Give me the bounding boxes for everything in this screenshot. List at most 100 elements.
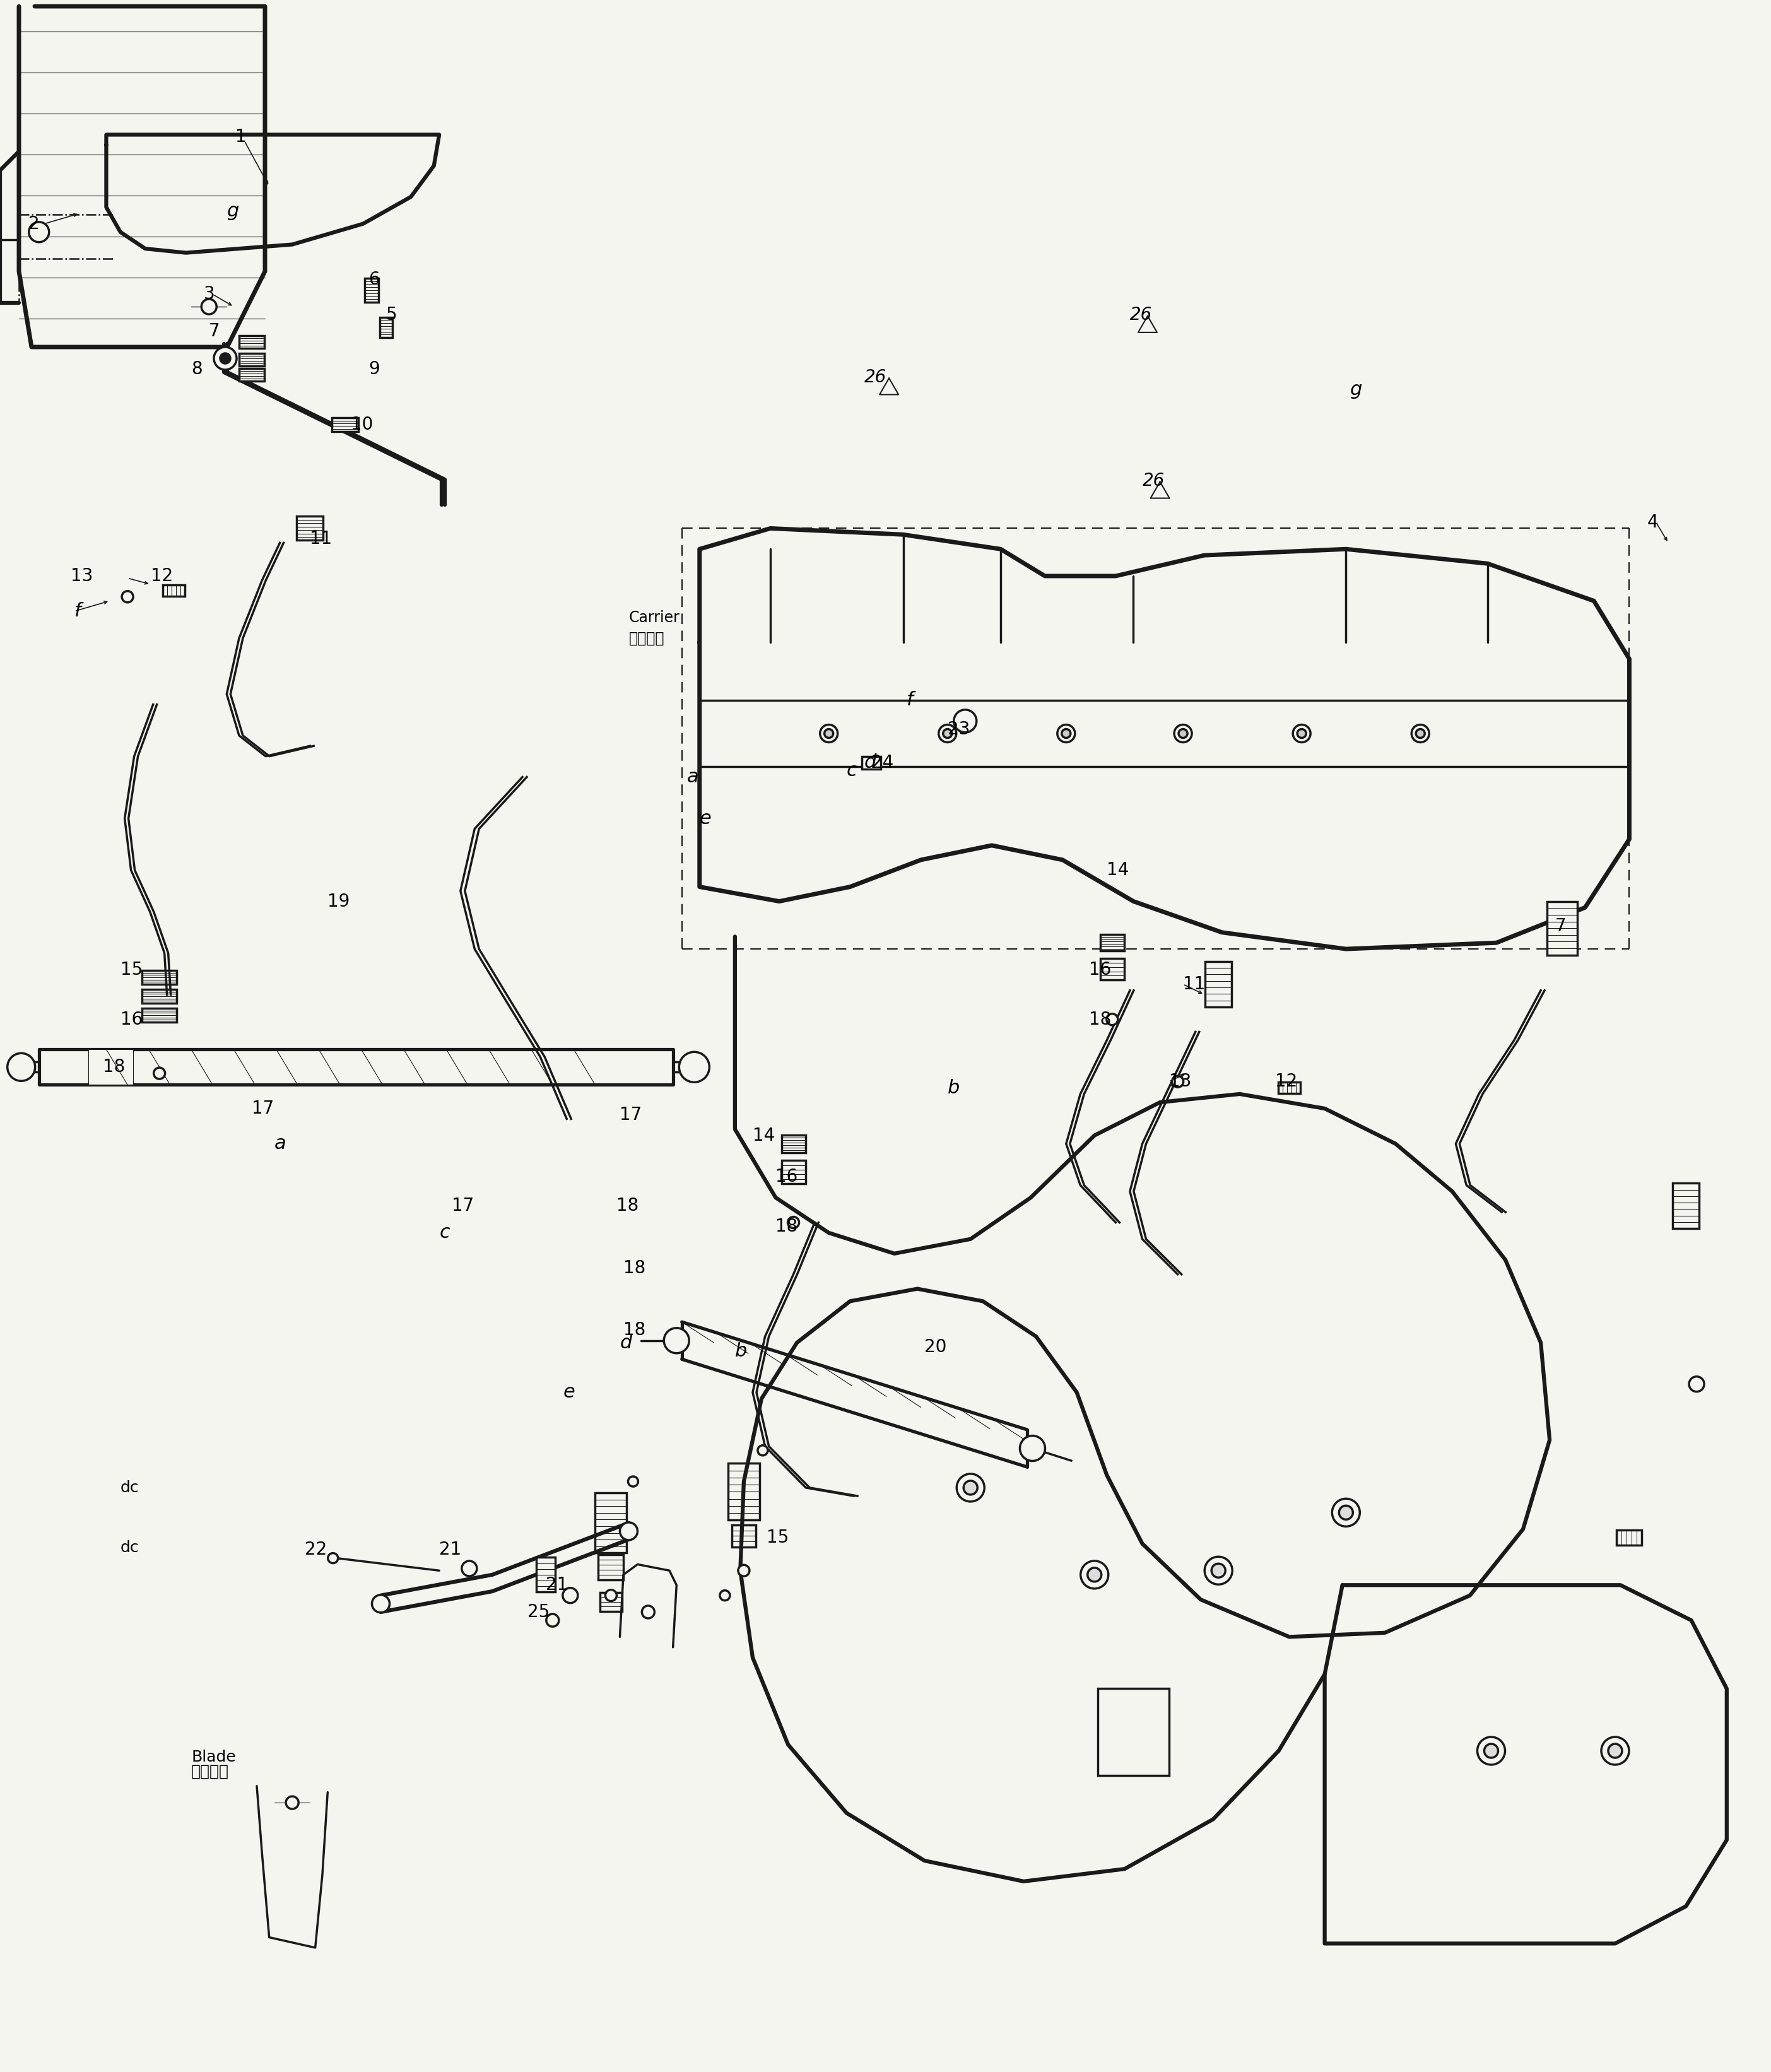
Bar (365, 278, 379, 303)
Circle shape (758, 1446, 769, 1455)
Circle shape (1608, 1745, 1622, 1757)
Text: dc: dc (120, 1539, 140, 1556)
Circle shape (1057, 725, 1075, 742)
Circle shape (545, 1614, 560, 1627)
Circle shape (956, 1473, 985, 1502)
Circle shape (629, 1477, 638, 1486)
Text: 16: 16 (1089, 961, 1112, 978)
Text: 21: 21 (545, 1577, 568, 1593)
Text: c: c (847, 762, 857, 779)
Text: d: d (620, 1334, 632, 1351)
Circle shape (1690, 1376, 1704, 1392)
Bar (1617, 1529, 1642, 1546)
Text: 26: 26 (1130, 307, 1153, 323)
Text: 21: 21 (439, 1542, 462, 1558)
Bar (731, 1525, 756, 1548)
Text: 26: 26 (1142, 472, 1165, 489)
Text: 6: 6 (368, 271, 379, 288)
Bar (89, 1048, 133, 1086)
Text: 23: 23 (947, 721, 971, 738)
Circle shape (285, 1796, 299, 1809)
Text: 13: 13 (1169, 1073, 1192, 1090)
Bar (1206, 961, 1231, 1007)
Circle shape (122, 591, 133, 603)
Text: c: c (439, 1225, 450, 1241)
Bar (142, 1009, 177, 1021)
Bar (781, 1160, 806, 1183)
Text: Blade: Blade (191, 1749, 236, 1765)
Text: 18: 18 (103, 1059, 126, 1075)
Circle shape (1204, 1556, 1233, 1585)
Bar (600, 1591, 622, 1612)
Text: d: d (864, 754, 877, 771)
Circle shape (202, 298, 216, 315)
Text: 14: 14 (753, 1127, 776, 1144)
Text: 12: 12 (151, 568, 174, 584)
Circle shape (462, 1560, 476, 1577)
Bar (1674, 1183, 1698, 1229)
Circle shape (7, 1053, 35, 1082)
Text: 2: 2 (28, 215, 39, 232)
Text: Carrier: Carrier (629, 609, 680, 626)
Text: 15: 15 (767, 1529, 790, 1546)
Circle shape (1484, 1745, 1498, 1757)
Bar (163, 584, 184, 597)
Text: 13: 13 (71, 568, 94, 584)
Circle shape (1087, 1569, 1102, 1581)
Circle shape (1477, 1736, 1505, 1765)
Circle shape (1601, 1736, 1629, 1765)
Circle shape (328, 1554, 338, 1562)
Text: 11: 11 (1183, 976, 1206, 992)
Circle shape (1179, 729, 1187, 738)
Text: 7: 7 (1555, 918, 1566, 934)
Circle shape (1020, 1436, 1045, 1461)
Circle shape (563, 1587, 577, 1604)
Text: 14: 14 (1107, 862, 1130, 879)
Bar (862, 756, 880, 769)
Circle shape (719, 1591, 730, 1600)
Bar (1546, 901, 1578, 955)
Circle shape (1332, 1498, 1360, 1527)
Circle shape (154, 1067, 165, 1080)
Text: 25: 25 (528, 1604, 551, 1620)
Text: 20: 20 (924, 1339, 947, 1355)
Text: キャリャ: キャリャ (629, 630, 664, 646)
Circle shape (788, 1216, 799, 1229)
Text: 18: 18 (1089, 1011, 1112, 1028)
Text: 18: 18 (623, 1260, 646, 1276)
Circle shape (678, 1053, 710, 1082)
Circle shape (1107, 1013, 1118, 1026)
Text: e: e (563, 1384, 576, 1401)
Bar (1098, 1689, 1169, 1776)
Circle shape (1174, 725, 1192, 742)
Text: 19: 19 (328, 893, 351, 910)
Text: 10: 10 (351, 416, 374, 433)
Text: 17: 17 (452, 1198, 475, 1214)
Text: b: b (947, 1080, 960, 1096)
Text: 8: 8 (191, 361, 202, 377)
Text: 5: 5 (386, 307, 397, 323)
Text: 16: 16 (120, 1011, 143, 1028)
Circle shape (955, 711, 976, 731)
Text: 7: 7 (209, 323, 220, 340)
Circle shape (1293, 725, 1311, 742)
Text: a: a (687, 769, 700, 785)
Text: g: g (1350, 381, 1362, 398)
Circle shape (963, 1481, 978, 1494)
Text: b: b (735, 1343, 747, 1359)
Text: 4: 4 (1647, 514, 1658, 530)
Circle shape (620, 1523, 638, 1539)
Bar (1100, 934, 1125, 951)
Text: 22: 22 (305, 1542, 328, 1558)
Circle shape (1063, 729, 1070, 738)
Text: 18: 18 (616, 1198, 639, 1214)
Bar (728, 1463, 760, 1521)
Circle shape (606, 1589, 616, 1602)
Bar (298, 516, 322, 541)
Text: 11: 11 (310, 530, 333, 547)
Text: e: e (700, 810, 712, 827)
Circle shape (220, 354, 230, 363)
Bar (239, 352, 264, 367)
Text: 16: 16 (776, 1169, 799, 1185)
Text: 18: 18 (776, 1218, 799, 1235)
